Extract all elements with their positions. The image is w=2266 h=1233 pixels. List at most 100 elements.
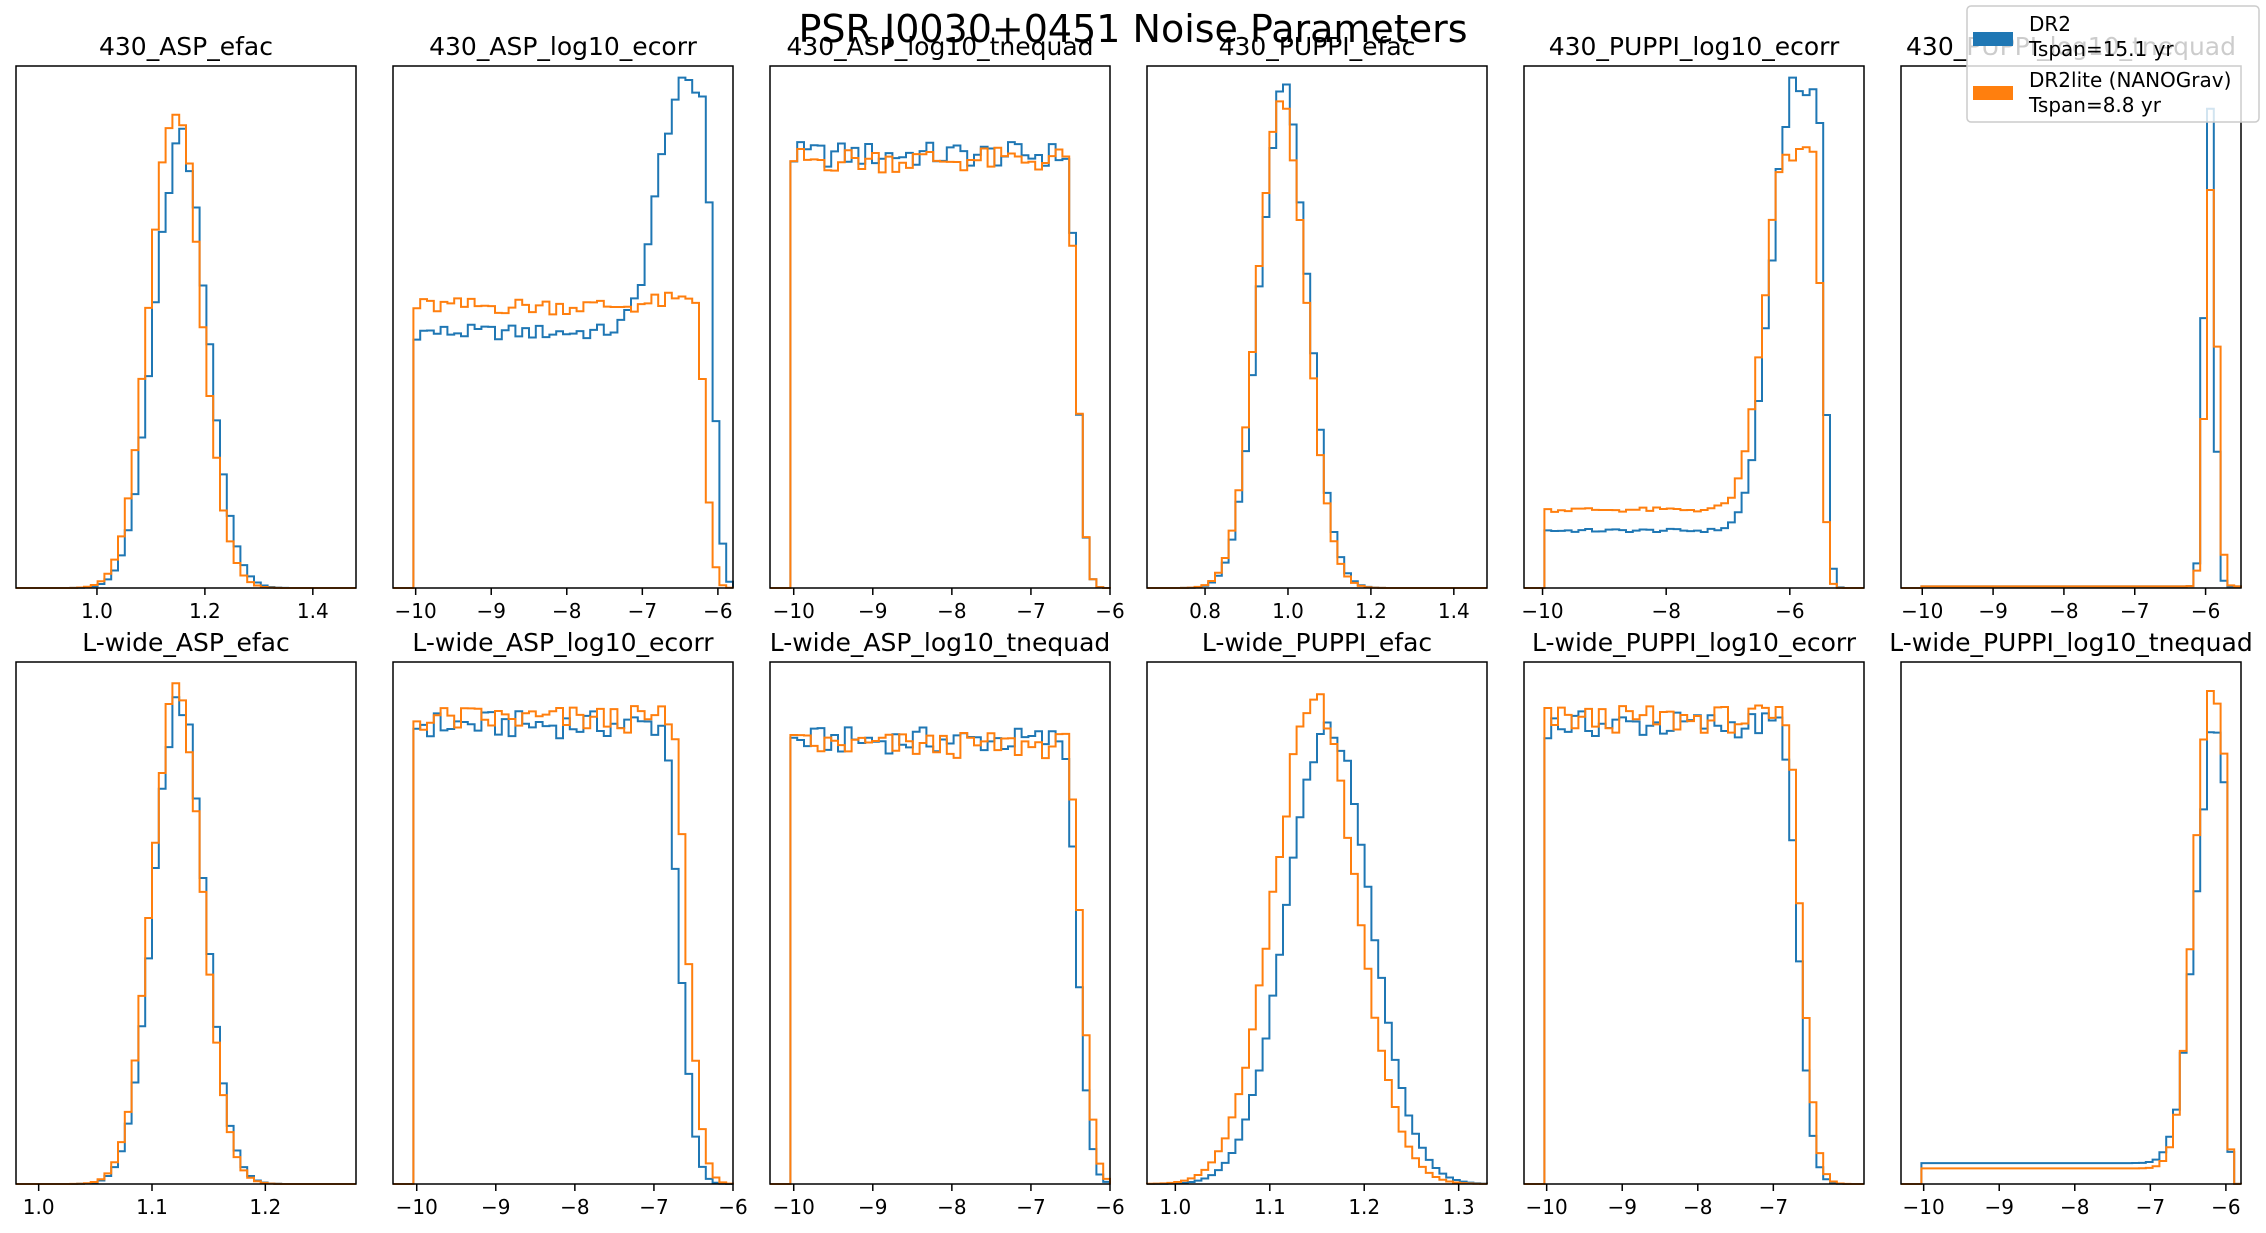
x-tick-label-l-wide-asp-log10-ecorr-0: −10 [396,1195,438,1219]
x-tick-label-l-wide-puppi-efac-2: 1.2 [1348,1195,1380,1219]
x-tick-label-l-wide-puppi-log10-ecorr-2: −8 [1683,1195,1712,1219]
panel-title-430-puppi-efac: 430_PUPPI_efac [1219,32,1416,61]
legend-frame [1966,5,2260,123]
hist-430-asp-log10-ecorr-dr2 [393,76,734,589]
panel-l-wide-puppi-log10-tnequad: L-wide_PUPPI_log10_tnequad −10 −9 −8 −7 −6 [1889,628,2252,1219]
axes-frame-l-wide-puppi-log10-ecorr [1523,661,1865,1185]
x-tick-label-430-asp-log10-ecorr-1: −9 [476,599,505,623]
axes-frame-430-asp-log10-ecorr [392,65,734,589]
panel-430-puppi-log10-ecorr: 430_PUPPI_log10_ecorr −10 −8 −6 [1521,32,1865,623]
hist-430-asp-efac-dr2lite-nanograv [16,113,356,589]
x-tick-label-l-wide-asp-log10-tnequad-1: −9 [858,1195,887,1219]
x-tick-label-l-wide-asp-log10-tnequad-4: −6 [1095,1195,1124,1219]
hist-430-asp-efac-dr2 [16,127,356,589]
x-tick-label-l-wide-puppi-log10-ecorr-3: −7 [1759,1195,1788,1219]
hist-430-puppi-log10-tnequad-dr2lite-nanograv [1901,189,2242,589]
x-tick-label-430-asp-log10-ecorr-4: −6 [703,599,732,623]
panel-l-wide-puppi-log10-ecorr: L-wide_PUPPI_log10_ecorr −10 −9 −8 −7 [1523,628,1865,1219]
hist-l-wide-puppi-log10-ecorr-dr2 [1524,710,1864,1185]
x-tick-label-430-puppi-log10-tnequad-1: −9 [1978,599,2007,623]
x-tick-label-430-puppi-log10-tnequad-4: −6 [2191,599,2220,623]
x-tick-label-l-wide-puppi-efac-1: 1.1 [1254,1195,1286,1219]
x-tick-label-l-wide-asp-log10-ecorr-4: −6 [718,1195,747,1219]
x-tick-label-430-puppi-efac-1: 1.0 [1272,599,1304,623]
x-tick-label-430-puppi-log10-tnequad-3: −7 [2120,599,2149,623]
x-tick-label-430-puppi-efac-3: 1.4 [1438,599,1470,623]
axes-frame-l-wide-asp-efac [15,661,357,1185]
panel-title-430-asp-log10-ecorr: 430_ASP_log10_ecorr [429,32,697,61]
x-tick-label-430-puppi-log10-tnequad-0: −10 [1901,599,1943,623]
x-tick-label-l-wide-asp-log10-ecorr-1: −9 [481,1195,510,1219]
x-tick-label-l-wide-asp-log10-tnequad-3: −7 [1016,1195,1045,1219]
legend-swatch-dr2lite [1973,86,2013,100]
hist-430-asp-log10-tnequad-dr2 [770,141,1111,589]
legend-label-dr2lite-line1: DR2lite (NANOGrav) [2029,68,2231,92]
x-tick-label-l-wide-puppi-efac-0: 1.0 [1159,1195,1191,1219]
x-tick-label-430-asp-efac-0: 1.0 [81,599,113,623]
x-tick-label-l-wide-asp-efac-1: 1.1 [136,1195,168,1219]
panel-title-430-asp-efac: 430_ASP_efac [99,32,273,61]
hist-430-puppi-efac-dr2lite-nanograv [1147,100,1487,589]
x-tick-label-430-puppi-log10-ecorr-2: −6 [1775,599,1804,623]
panel-430-puppi-efac: 430_PUPPI_efac 0.8 1.0 1.2 1.4 [1146,32,1488,623]
hist-l-wide-puppi-efac-dr2 [1146,721,1488,1185]
x-tick-label-l-wide-asp-efac-0: 1.0 [23,1195,55,1219]
axes-frame-l-wide-puppi-efac [1146,661,1488,1185]
x-tick-label-430-puppi-efac-0: 0.8 [1189,599,1221,623]
panel-430-asp-log10-ecorr: 430_ASP_log10_ecorr −10 −9 −8 −7 −6 [392,32,734,623]
panel-430-asp-log10-tnequad: 430_ASP_log10_tnequad −10 −9 −8 −7 −6 [769,32,1125,623]
figure-title: PSR J0030+0451 Noise Parameters [798,7,1467,51]
x-tick-label-l-wide-asp-log10-tnequad-0: −10 [773,1195,815,1219]
x-tick-label-430-asp-log10-tnequad-3: −7 [1016,599,1045,623]
x-tick-label-430-asp-log10-tnequad-2: −8 [937,599,966,623]
hist-l-wide-puppi-efac-dr2lite-nanograv [1146,693,1488,1185]
panel-title-l-wide-asp-log10-ecorr: L-wide_ASP_log10_ecorr [412,628,714,657]
axes-frame-430-puppi-log10-tnequad [1900,65,2242,589]
x-tick-label-430-puppi-log10-ecorr-0: −10 [1521,599,1563,623]
panel-grid: 430_ASP_efac 1.0 1.2 1.4 430_ASP_log10_ecorr… [15,32,2253,1219]
x-tick-label-430-asp-log10-tnequad-0: −10 [773,599,815,623]
x-tick-label-l-wide-puppi-log10-ecorr-0: −10 [1526,1195,1568,1219]
hist-430-asp-log10-tnequad-dr2lite-nanograv [770,146,1111,589]
x-tick-label-l-wide-asp-log10-tnequad-2: −8 [937,1195,966,1219]
hist-l-wide-puppi-log10-ecorr-dr2lite-nanograv [1524,704,1864,1185]
hist-l-wide-asp-log10-ecorr-dr2 [393,710,734,1185]
x-tick-label-430-asp-log10-ecorr-3: −7 [628,599,657,623]
x-tick-label-l-wide-puppi-log10-ecorr-1: −9 [1607,1195,1636,1219]
panel-title-l-wide-puppi-log10-tnequad: L-wide_PUPPI_log10_tnequad [1889,628,2252,657]
x-tick-label-l-wide-puppi-log10-tnequad-4: −6 [2211,1195,2240,1219]
x-tick-label-l-wide-puppi-efac-3: 1.3 [1443,1195,1475,1219]
axes-frame-l-wide-asp-log10-tnequad [769,661,1111,1185]
hist-l-wide-asp-log10-tnequad-dr2lite-nanograv [770,731,1111,1185]
hist-430-puppi-log10-ecorr-dr2 [1524,76,1864,589]
x-tick-label-l-wide-asp-efac-2: 1.2 [249,1195,281,1219]
hist-430-puppi-log10-tnequad-dr2 [1901,107,2242,589]
x-tick-label-430-asp-efac-1: 1.2 [189,599,221,623]
x-tick-label-l-wide-puppi-log10-tnequad-2: −8 [2060,1195,2089,1219]
x-tick-label-430-puppi-log10-ecorr-1: −8 [1651,599,1680,623]
panel-l-wide-puppi-efac: L-wide_PUPPI_efac 1.0 1.1 1.2 1.3 [1146,628,1488,1219]
legend-swatch-dr2 [1973,32,2013,46]
legend-label-dr2lite-line2: Tspan=8.8 yr [2028,93,2162,117]
legend: DR2 Tspan=15.1 yr DR2lite (NANOGrav) Tsp… [1966,5,2260,123]
hist-l-wide-puppi-log10-tnequad-dr2 [1901,731,2242,1185]
panel-title-430-puppi-log10-ecorr: 430_PUPPI_log10_ecorr [1549,32,1840,61]
hist-430-asp-log10-ecorr-dr2lite-nanograv [393,291,734,589]
x-tick-label-l-wide-puppi-log10-tnequad-0: −10 [1903,1195,1945,1219]
panel-title-l-wide-puppi-log10-ecorr: L-wide_PUPPI_log10_ecorr [1532,628,1857,657]
x-tick-label-430-puppi-efac-2: 1.2 [1355,599,1387,623]
axes-frame-l-wide-asp-log10-ecorr [392,661,734,1185]
axes-frame-430-asp-log10-tnequad [769,65,1111,589]
legend-label-dr2-line2: Tspan=15.1 yr [2028,37,2174,61]
hist-l-wide-puppi-log10-tnequad-dr2lite-nanograv [1901,689,2242,1185]
x-tick-label-l-wide-asp-log10-ecorr-3: −7 [639,1195,668,1219]
x-tick-label-430-asp-log10-ecorr-0: −10 [395,599,437,623]
panel-l-wide-asp-log10-ecorr: L-wide_ASP_log10_ecorr −10 −9 −8 −7 −6 [392,628,748,1219]
panel-title-l-wide-asp-log10-tnequad: L-wide_ASP_log10_tnequad [770,628,1111,657]
x-tick-label-430-asp-log10-ecorr-2: −8 [552,599,581,623]
panel-title-430-asp-log10-tnequad: 430_ASP_log10_tnequad [786,32,1093,61]
hist-430-puppi-log10-ecorr-dr2lite-nanograv [1524,146,1864,589]
panel-title-l-wide-puppi-efac: L-wide_PUPPI_efac [1202,628,1432,657]
x-tick-label-430-asp-log10-tnequad-1: −9 [858,599,887,623]
